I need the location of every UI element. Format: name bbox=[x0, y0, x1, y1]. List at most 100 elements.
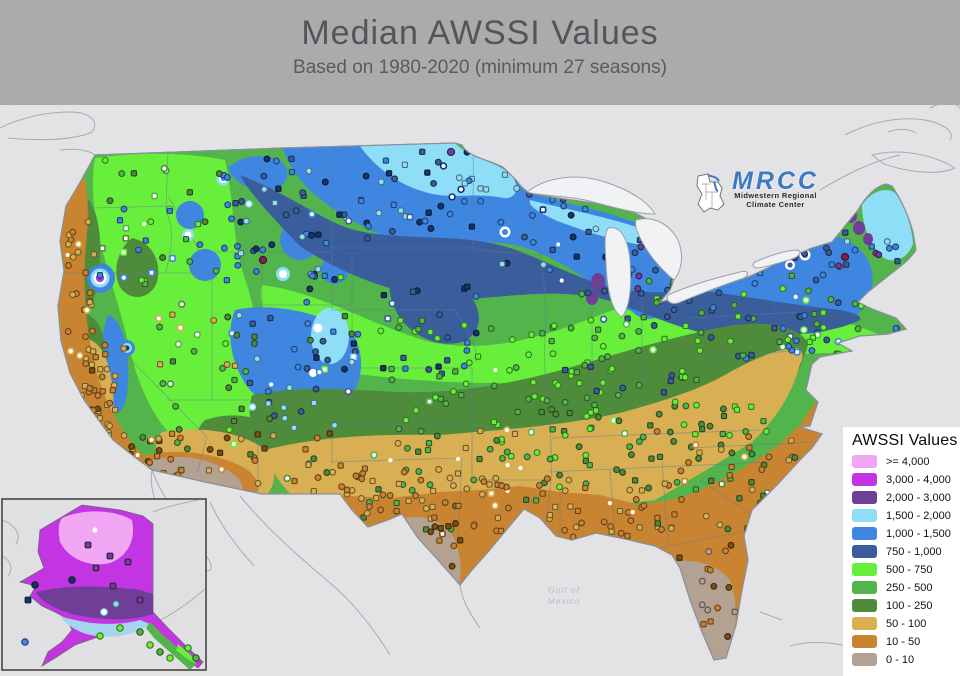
station-dot bbox=[784, 336, 792, 344]
station-dot bbox=[652, 266, 659, 274]
station-dot bbox=[892, 325, 900, 332]
station-dot bbox=[620, 429, 629, 438]
station-dot bbox=[324, 356, 332, 364]
station-dot bbox=[323, 239, 330, 247]
station-dot bbox=[424, 169, 431, 176]
station-dot bbox=[354, 330, 362, 338]
station-dot bbox=[705, 548, 713, 556]
station-dot bbox=[275, 185, 282, 192]
station-dot bbox=[283, 474, 291, 483]
station-dot bbox=[101, 341, 109, 349]
station-dot bbox=[667, 377, 674, 385]
station-dot bbox=[426, 398, 433, 405]
extreme-ring bbox=[313, 323, 323, 333]
station-dot bbox=[166, 207, 173, 215]
station-dot bbox=[539, 261, 547, 269]
station-dot bbox=[377, 506, 385, 514]
station-dot bbox=[306, 285, 314, 293]
station-dot bbox=[572, 523, 580, 531]
station-dot bbox=[758, 466, 766, 474]
station-dot bbox=[120, 345, 127, 352]
station-dot bbox=[543, 397, 551, 405]
station-dot bbox=[436, 537, 443, 544]
station-dot bbox=[130, 170, 138, 177]
station-dot bbox=[341, 365, 348, 373]
station-dot bbox=[499, 260, 506, 268]
station-dot bbox=[654, 514, 661, 521]
station-dot bbox=[607, 522, 615, 530]
station-dot bbox=[265, 400, 272, 407]
legend-row: 1,500 - 2,000 bbox=[852, 509, 960, 522]
station-dot bbox=[186, 258, 194, 266]
station-dot bbox=[360, 514, 367, 521]
station-dot bbox=[323, 469, 331, 476]
station-dot bbox=[142, 280, 149, 288]
station-dot bbox=[341, 313, 349, 320]
station-dot bbox=[172, 402, 180, 410]
station-dot bbox=[438, 530, 446, 538]
station-dot bbox=[201, 218, 209, 226]
station-dot bbox=[793, 348, 801, 356]
station-dot bbox=[477, 427, 484, 435]
station-dot bbox=[401, 161, 409, 168]
legend-swatch bbox=[852, 563, 877, 576]
station-dot bbox=[103, 365, 111, 373]
station-dot bbox=[731, 608, 738, 616]
station-dot bbox=[326, 430, 334, 437]
station-dot bbox=[237, 218, 245, 226]
station-dot bbox=[569, 233, 577, 241]
station-dot bbox=[546, 455, 554, 463]
legend-row: 250 - 500 bbox=[852, 581, 960, 594]
station-dot bbox=[183, 445, 191, 453]
station-dot bbox=[739, 352, 747, 359]
station-dot bbox=[426, 481, 434, 489]
gulf-of-mexico-label: Gulf of Mexico bbox=[547, 585, 581, 606]
extreme-ring bbox=[279, 270, 287, 278]
station-dot bbox=[875, 251, 883, 259]
station-dot bbox=[567, 324, 575, 332]
legend-swatch bbox=[852, 545, 877, 558]
station-dot bbox=[490, 382, 498, 390]
station-dot bbox=[715, 289, 723, 297]
station-dot bbox=[513, 185, 521, 192]
station-dot bbox=[676, 554, 683, 561]
station-dot bbox=[91, 526, 99, 534]
station-dot bbox=[631, 249, 639, 257]
station-dot bbox=[499, 454, 506, 462]
station-dot bbox=[728, 449, 736, 457]
station-dot bbox=[785, 342, 793, 350]
legend-label: 3,000 - 4,000 bbox=[886, 473, 951, 486]
station-dot bbox=[706, 422, 714, 430]
station-dot bbox=[460, 321, 468, 329]
station-dot bbox=[834, 299, 842, 307]
station-dot bbox=[521, 233, 528, 241]
station-dot bbox=[217, 465, 226, 474]
station-dot bbox=[486, 481, 493, 488]
station-dot bbox=[748, 403, 755, 410]
station-dot bbox=[259, 246, 267, 254]
station-dot bbox=[408, 486, 416, 494]
station-dot bbox=[176, 434, 184, 442]
legend-swatch bbox=[852, 473, 877, 486]
station-dot bbox=[639, 433, 647, 441]
station-dot bbox=[692, 441, 699, 449]
station-dot bbox=[490, 418, 498, 426]
station-dot bbox=[64, 262, 72, 269]
station-dot bbox=[516, 464, 525, 472]
station-dot bbox=[835, 262, 843, 270]
station-dot bbox=[155, 314, 163, 322]
station-dot bbox=[746, 444, 753, 451]
legend-title: AWSSI Values bbox=[852, 432, 958, 449]
station-dot bbox=[578, 290, 586, 298]
station-dot bbox=[464, 283, 471, 290]
station-dot bbox=[298, 233, 306, 241]
station-dot bbox=[698, 577, 706, 585]
station-dot bbox=[494, 514, 502, 522]
station-dot bbox=[253, 355, 261, 363]
station-dot bbox=[416, 218, 424, 226]
station-dot bbox=[436, 311, 443, 319]
station-dot bbox=[314, 474, 322, 482]
station-dot bbox=[362, 172, 370, 180]
station-dot bbox=[524, 395, 532, 403]
